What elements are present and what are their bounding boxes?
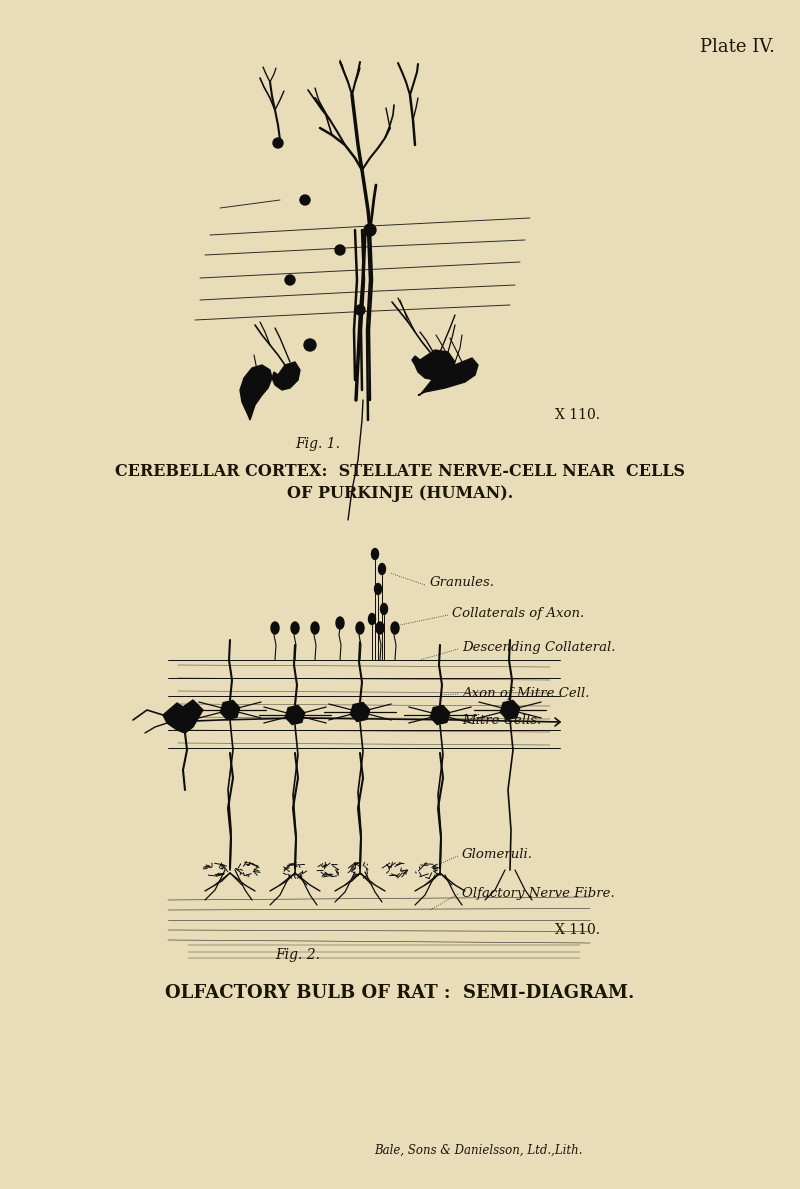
Text: Fig. 2.: Fig. 2. [275,948,320,962]
Ellipse shape [369,614,375,624]
Ellipse shape [381,604,387,615]
Text: OF PURKINJE (HUMAN).: OF PURKINJE (HUMAN). [287,485,513,503]
Polygon shape [163,700,203,732]
Text: Glomeruli.: Glomeruli. [462,849,533,862]
Ellipse shape [371,548,378,560]
Text: Descending Collateral.: Descending Collateral. [462,642,615,654]
Ellipse shape [374,584,382,594]
Text: Collaterals of Axon.: Collaterals of Axon. [452,608,584,621]
Ellipse shape [291,622,299,634]
Circle shape [364,224,376,235]
Text: OLFACTORY BULB OF RAT :  SEMI-DIAGRAM.: OLFACTORY BULB OF RAT : SEMI-DIAGRAM. [166,984,634,1002]
Ellipse shape [311,622,319,634]
Text: Fig. 1.: Fig. 1. [295,438,340,451]
Circle shape [300,195,310,205]
Text: Olfactory Nerve Fibre.: Olfactory Nerve Fibre. [462,887,614,900]
Text: Plate IV.: Plate IV. [700,38,775,56]
Polygon shape [412,350,455,380]
Polygon shape [272,361,300,390]
Text: CEREBELLAR CORTEX:  STELLATE NERVE-CELL NEAR  CELLS: CEREBELLAR CORTEX: STELLATE NERVE-CELL N… [115,464,685,480]
Ellipse shape [378,564,386,574]
Circle shape [355,306,365,315]
Circle shape [335,245,345,254]
Text: Bale, Sons & Danielsson, Ltd.,Lith.: Bale, Sons & Danielsson, Ltd.,Lith. [374,1144,582,1157]
Ellipse shape [376,622,384,634]
Ellipse shape [356,622,364,634]
Text: Axon of Mitre Cell.: Axon of Mitre Cell. [462,687,590,700]
Circle shape [273,138,283,147]
Text: Granules.: Granules. [430,577,495,590]
Polygon shape [240,365,272,420]
Ellipse shape [391,622,399,634]
Ellipse shape [336,617,344,629]
Text: X 110.: X 110. [555,923,600,937]
Circle shape [285,275,295,285]
Polygon shape [418,358,478,395]
Text: X 110.: X 110. [555,408,600,422]
Text: Mitre Cells.: Mitre Cells. [462,713,542,726]
Ellipse shape [271,622,279,634]
Circle shape [304,339,316,351]
